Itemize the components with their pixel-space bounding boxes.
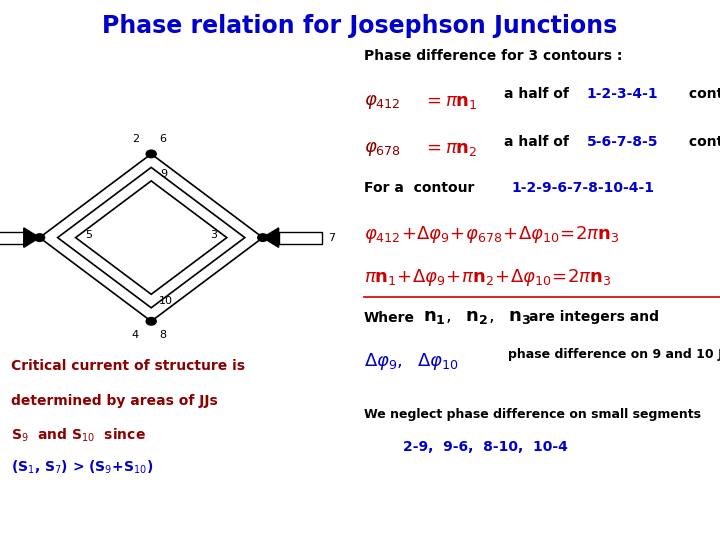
Text: $\mathbf{n_1}$$,$  $\mathbf{n_2}$$,$  $\mathbf{n_3}$: $\mathbf{n_1}$$,$ $\mathbf{n_2}$$,$ $\ma…	[423, 308, 531, 326]
Text: Phase relation for Josephson Junctions: Phase relation for Josephson Junctions	[102, 14, 618, 37]
Text: Phase difference for 3 contours :: Phase difference for 3 contours :	[364, 49, 622, 63]
Text: $\Delta\varphi_9,$  $\Delta\varphi_{10}$: $\Delta\varphi_9,$ $\Delta\varphi_{10}$	[364, 351, 459, 372]
Text: $\varphi_{678}$: $\varphi_{678}$	[364, 140, 401, 158]
Text: determined by areas of JJs: determined by areas of JJs	[11, 394, 217, 408]
Text: $\varphi_{412}$: $\varphi_{412}$	[364, 93, 400, 111]
Text: $= \pi\mathbf{n}_2$: $= \pi\mathbf{n}_2$	[423, 140, 477, 158]
Polygon shape	[24, 228, 40, 247]
Circle shape	[258, 234, 268, 241]
Bar	[0, 232, 24, 244]
Text: 1-2-3-4-1: 1-2-3-4-1	[587, 87, 658, 102]
Text: Where: Where	[364, 310, 415, 325]
Text: 2: 2	[132, 134, 139, 144]
Text: 1-2-9-6-7-8-10-4-1: 1-2-9-6-7-8-10-4-1	[511, 181, 654, 195]
Text: $\varphi_{412}\!+\!\Delta\varphi_9\!+\!\varphi_{678}\!+\!\Delta\varphi_{10}\!=\!: $\varphi_{412}\!+\!\Delta\varphi_9\!+\!\…	[364, 224, 619, 245]
Text: $\pi\mathbf{n}_1\!+\!\Delta\varphi_9\!+\!\pi\mathbf{n}_2\!+\!\Delta\varphi_{10}\: $\pi\mathbf{n}_1\!+\!\Delta\varphi_9\!+\…	[364, 267, 611, 288]
Text: 10: 10	[158, 296, 172, 306]
Text: (S$_1$, S$_7$) > (S$_9$+S$_{10}$): (S$_1$, S$_7$) > (S$_9$+S$_{10}$)	[11, 459, 153, 476]
Text: For a  contour: For a contour	[364, 181, 474, 195]
Text: S$_9$  and S$_{10}$  since: S$_9$ and S$_{10}$ since	[11, 427, 145, 444]
Text: contour: contour	[684, 87, 720, 102]
Text: 3: 3	[210, 230, 217, 240]
Text: We neglect phase difference on small segments: We neglect phase difference on small seg…	[364, 408, 701, 421]
Text: are integers and: are integers and	[529, 310, 660, 325]
Text: a half of: a half of	[504, 87, 569, 102]
Text: 2-9,  9-6,  8-10,  10-4: 2-9, 9-6, 8-10, 10-4	[403, 440, 568, 454]
Text: contour: contour	[684, 135, 720, 149]
Text: phase difference on 9 and 10 JJs: phase difference on 9 and 10 JJs	[508, 348, 720, 361]
Bar	[279, 232, 322, 244]
Text: 8: 8	[159, 330, 166, 340]
Text: 7: 7	[328, 233, 335, 242]
Text: a half of: a half of	[504, 135, 569, 149]
Circle shape	[35, 234, 45, 241]
Text: 4: 4	[132, 330, 139, 340]
Circle shape	[146, 318, 156, 325]
Text: Critical current of structure is: Critical current of structure is	[11, 359, 245, 373]
Text: 6: 6	[159, 134, 166, 144]
Polygon shape	[263, 228, 279, 247]
Text: 5-6-7-8-5: 5-6-7-8-5	[587, 135, 658, 149]
Text: $= \pi\mathbf{n}_1$: $= \pi\mathbf{n}_1$	[423, 93, 477, 111]
Circle shape	[146, 150, 156, 158]
Text: 5: 5	[85, 230, 92, 240]
Text: 9: 9	[160, 169, 167, 179]
